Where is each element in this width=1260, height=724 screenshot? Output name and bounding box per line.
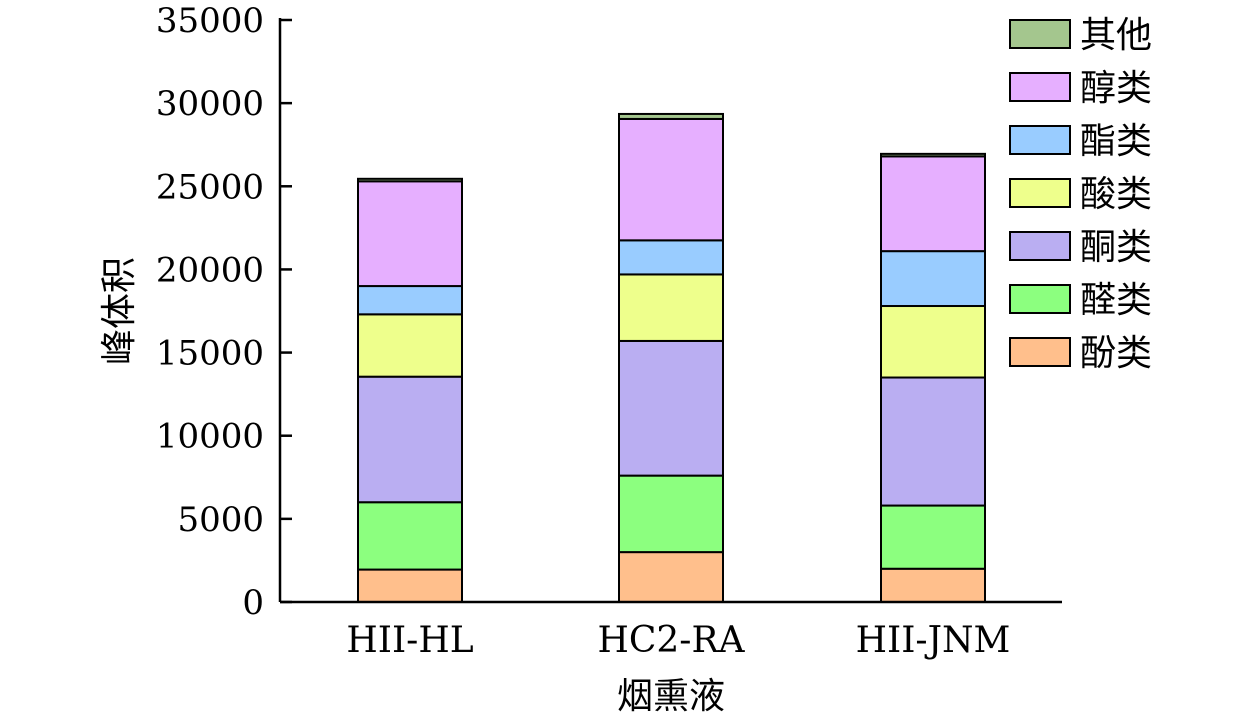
bar-segment-HC2-RA-醛类 — [618, 474, 724, 554]
bar-segment-HC2-RA-酸类 — [618, 273, 724, 342]
legend-label: 酚类 — [1080, 333, 1152, 374]
legend-label: 醛类 — [1080, 280, 1152, 321]
bar-segment-HII-HL-其他 — [357, 177, 463, 183]
legend-swatch-酸类 — [1009, 178, 1071, 208]
bar-segment-HII-JNM-其他 — [880, 152, 986, 158]
legend-swatch-酮类 — [1009, 231, 1071, 261]
x-tick-label: HII-HL — [346, 620, 473, 661]
legend-label: 醇类 — [1080, 68, 1152, 109]
y-tick-label: 30000 — [156, 84, 264, 124]
legend-swatch-其他 — [1009, 19, 1071, 49]
bar-segment-HC2-RA-其他 — [618, 112, 724, 120]
legend-swatch-醛类 — [1009, 284, 1071, 314]
legend-swatch-醇类 — [1009, 72, 1071, 102]
bar-segment-HII-JNM-酸类 — [880, 305, 986, 379]
x-tick-label: HC2-RA — [597, 620, 745, 661]
bar-segment-HII-HL-醇类 — [357, 180, 463, 288]
legend-swatch-酚类 — [1009, 337, 1071, 367]
y-axis-title: 峰体积 — [99, 257, 140, 365]
legend-label: 酸类 — [1080, 174, 1152, 215]
legend-label: 其他 — [1080, 15, 1152, 56]
bar-segment-HC2-RA-醇类 — [618, 117, 724, 242]
bar-segment-HC2-RA-酯类 — [618, 239, 724, 276]
bar-segment-HII-HL-醛类 — [357, 501, 463, 571]
legend-label: 酯类 — [1080, 121, 1152, 162]
y-tick-label: 0 — [242, 583, 264, 623]
y-tick-label: 5000 — [177, 500, 264, 540]
bar-segment-HII-HL-酸类 — [357, 313, 463, 378]
bar-segment-HII-JNM-醛类 — [880, 504, 986, 570]
x-axis-title: 烟熏液 — [617, 676, 725, 717]
bar-segment-HII-HL-酮类 — [357, 375, 463, 504]
x-tick-label: HII-JNM — [856, 620, 1011, 661]
y-tick-label: 10000 — [156, 417, 264, 457]
legend-label: 酮类 — [1080, 227, 1152, 268]
bar-segment-HII-JNM-酮类 — [880, 376, 986, 507]
bar-segment-HII-HL-酯类 — [357, 285, 463, 316]
bar-segment-HII-JNM-酯类 — [880, 250, 986, 308]
y-tick-label: 25000 — [156, 167, 264, 207]
bar-segment-HC2-RA-酮类 — [618, 339, 724, 477]
y-tick-label: 20000 — [156, 250, 264, 290]
bar-segment-HII-HL-酚类 — [357, 568, 463, 603]
plot-area — [357, 112, 986, 603]
y-tick-label: 35000 — [156, 1, 264, 41]
y-tick-label: 15000 — [156, 334, 264, 374]
bar-segment-HII-JNM-酚类 — [880, 567, 986, 603]
legend-swatch-酯类 — [1009, 125, 1071, 155]
bar-segment-HII-JNM-醇类 — [880, 155, 986, 253]
bar-segment-HC2-RA-酚类 — [618, 551, 724, 603]
axes: HII-HL HC2-RA HII-JNM 0 5000 10000 15000 20000 2… — [156, 1, 1062, 661]
